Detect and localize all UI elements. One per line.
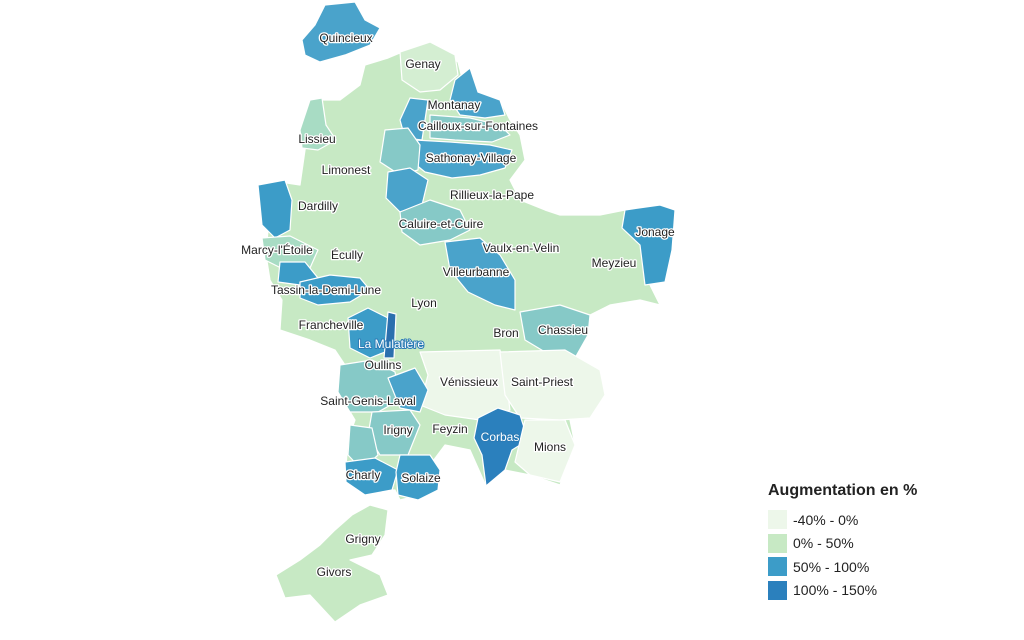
commune-label-bron: Bron	[493, 326, 518, 340]
commune-label-oullins: Oullins	[365, 358, 402, 372]
legend-title: Augmentation en %	[768, 482, 918, 499]
legend-swatch	[768, 533, 787, 553]
commune-shape-chassieu	[519, 304, 591, 359]
commune-label-venissieux: Vénissieux	[440, 375, 498, 389]
commune-shape-villeurbanne	[444, 237, 516, 311]
commune-label-corbas: Corbas	[481, 430, 520, 444]
commune-shape-charly	[344, 457, 399, 496]
commune-label-rillieux: Rillieux-la-Pape	[450, 188, 534, 202]
commune-label-ecully: Écully	[331, 247, 363, 262]
commune-label-saint-priest: Saint-Priest	[511, 375, 574, 389]
commune-label-irigny: Irigny	[383, 423, 412, 437]
commune-shape-quincieux	[301, 1, 381, 63]
map-area-south	[275, 504, 389, 623]
legend-label: 50% - 100%	[793, 558, 870, 575]
commune-shape-saint-genis	[337, 359, 401, 413]
commune-shape-sathonay-camp	[429, 114, 511, 143]
commune-shape-solaize	[395, 454, 441, 501]
legend-item: 50% - 100%	[768, 555, 1008, 579]
commune-shape-pierre-benite	[387, 367, 429, 413]
commune-label-lyon: Lyon	[411, 296, 437, 310]
commune-shape-montanay	[449, 67, 506, 119]
commune-label-meyzieu: Meyzieu	[592, 256, 637, 270]
commune-label-feyzin: Feyzin	[432, 422, 467, 436]
legend-label: 0% - 50%	[793, 535, 854, 552]
commune-shape-corbas	[473, 407, 529, 487]
commune-labels: Quincieux Genay Montanay Cailloux-sur-Fo…	[240, 30, 676, 581]
commune-label-lissieu: Lissieu	[298, 132, 335, 146]
commune-label-sathonay-village: Sathonay-Village	[426, 151, 517, 165]
legend-item: -40% - 0%	[768, 508, 1008, 532]
legend-item: 100% - 150%	[768, 579, 1008, 603]
legend-swatch	[768, 557, 787, 577]
commune-label-dardilly: Dardilly	[298, 199, 338, 213]
commune-shape-dardilly	[257, 179, 293, 239]
map-legend: Augmentation en % -40% - 0% 0% - 50% 50%…	[768, 482, 1008, 602]
commune-label-marcy: Marcy-l'Étoile	[241, 242, 313, 257]
commune-shape-sainte-foy	[383, 311, 397, 359]
commune-label-solaize: Solaize	[401, 471, 441, 485]
legend-swatch	[768, 580, 787, 600]
commune-label-quincieux: Quincieux	[319, 31, 372, 45]
commune-shape-lissieu	[299, 97, 337, 151]
commune-label-charly: Charly	[346, 468, 381, 482]
commune-shape-caluire	[399, 199, 471, 246]
commune-label-la-mulatiere: La Mulatière	[358, 337, 424, 351]
commune-label-limonest: Limonest	[322, 163, 371, 177]
commune-label-saint-genis: Saint-Genis-Laval	[320, 394, 415, 408]
commune-label-montanay: Montanay	[428, 98, 481, 112]
commune-label-givors: Givors	[317, 565, 352, 579]
commune-label-vaulx: Vaulx-en-Velin	[483, 241, 560, 255]
legend-item: 0% - 50%	[768, 532, 1008, 556]
commune-label-cailloux: Cailloux-sur-Fontaines	[418, 119, 538, 133]
commune-shape-fleurieu	[379, 127, 421, 176]
legend-label: -40% - 0%	[793, 511, 859, 528]
commune-shape-genay	[399, 41, 459, 93]
commune-label-tassin: Tassin-la-Demi-Lune	[271, 283, 381, 297]
commune-label-caluire: Caluire-et-Cuire	[399, 217, 484, 231]
commune-shape-jonage	[621, 204, 676, 286]
commune-shape-mions	[514, 419, 576, 483]
legend-label: 100% - 150%	[793, 582, 878, 599]
commune-label-mions: Mions	[534, 440, 566, 454]
commune-shape-saint-priest	[499, 349, 606, 421]
commune-label-genay: Genay	[405, 57, 440, 71]
commune-shapes	[257, 1, 676, 501]
commune-label-chassieu: Chassieu	[538, 323, 588, 337]
commune-label-villeurbanne: Villeurbanne	[443, 265, 510, 279]
commune-label-grigny: Grigny	[345, 532, 380, 546]
commune-label-jonage: Jonage	[635, 225, 675, 239]
commune-label-francheville: Francheville	[299, 318, 364, 332]
commune-shape-tassin	[299, 274, 371, 306]
legend-swatch	[768, 510, 787, 530]
